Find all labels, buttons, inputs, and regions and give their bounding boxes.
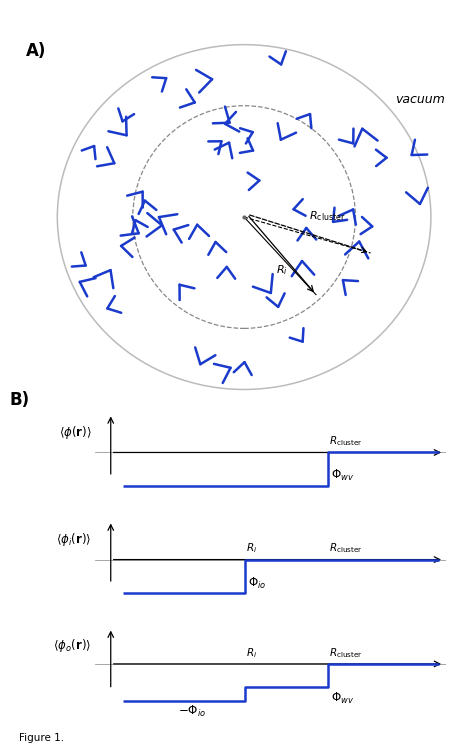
- Text: B): B): [9, 391, 29, 409]
- Text: $\Phi_{wv}$: $\Phi_{wv}$: [331, 468, 354, 483]
- Text: $\langle \phi(\mathbf{r}) \rangle$: $\langle \phi(\mathbf{r}) \rangle$: [59, 424, 91, 441]
- Text: $R_{\rm cluster}$: $R_{\rm cluster}$: [329, 434, 363, 448]
- Text: vacuum: vacuum: [395, 93, 445, 106]
- Text: $\Phi_{io}$: $\Phi_{io}$: [248, 575, 266, 590]
- Text: $\langle \phi_o(\mathbf{r}) \rangle$: $\langle \phi_o(\mathbf{r}) \rangle$: [54, 637, 91, 654]
- Text: $R_i$: $R_i$: [276, 263, 288, 277]
- Text: $-\Phi_{io}$: $-\Phi_{io}$: [178, 704, 206, 719]
- Text: Figure 1.: Figure 1.: [19, 733, 64, 743]
- Text: $R_{\rm cluster}$: $R_{\rm cluster}$: [329, 542, 363, 555]
- Text: A): A): [26, 42, 46, 60]
- Text: $R_i$: $R_i$: [246, 646, 257, 660]
- Text: $R_{\rm cluster}$: $R_{\rm cluster}$: [309, 209, 345, 222]
- Text: $\Phi_{wv}$: $\Phi_{wv}$: [331, 691, 354, 706]
- Text: $R_i$: $R_i$: [246, 542, 257, 555]
- Text: $R_{\rm cluster}$: $R_{\rm cluster}$: [329, 646, 363, 660]
- Text: $\langle \phi_i(\mathbf{r}) \rangle$: $\langle \phi_i(\mathbf{r}) \rangle$: [56, 531, 91, 548]
